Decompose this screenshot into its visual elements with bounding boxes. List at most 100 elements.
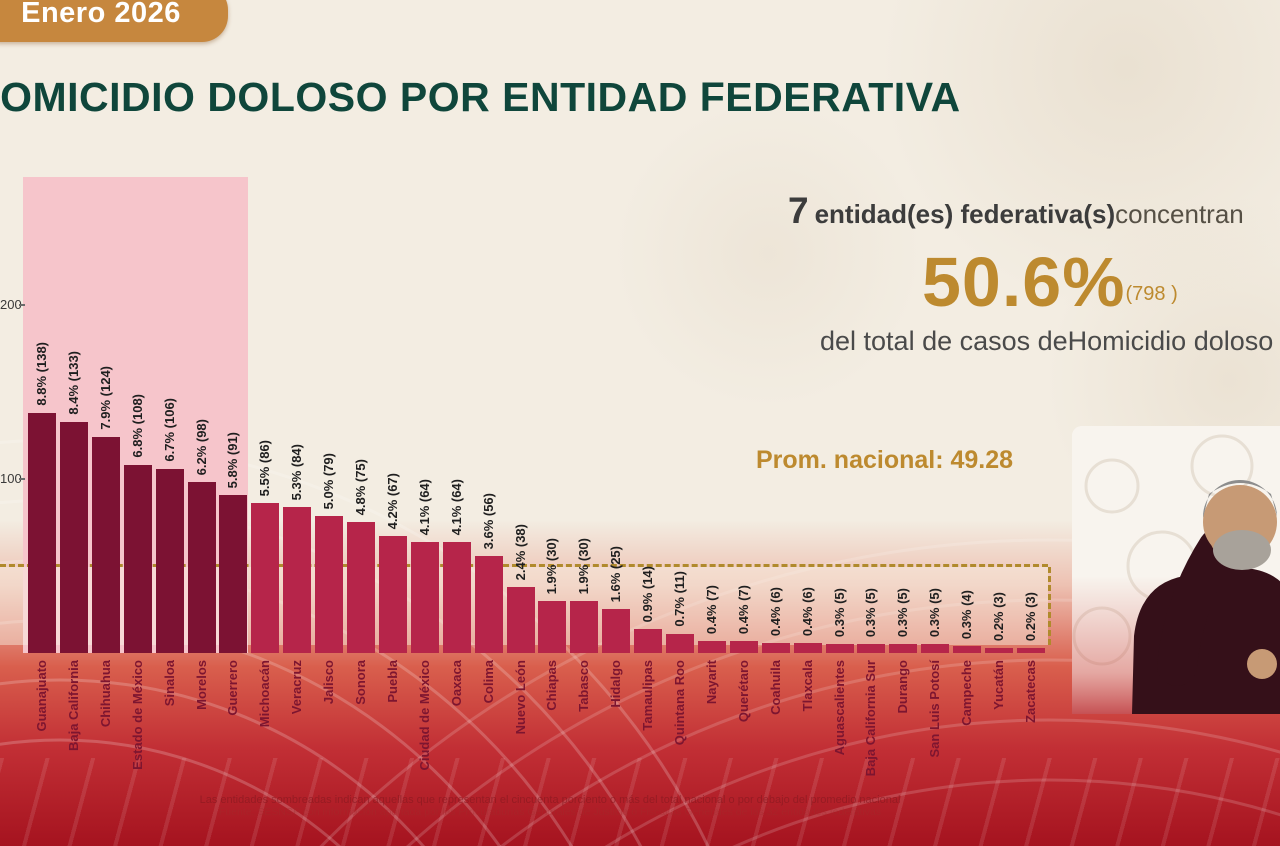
total-percentage: 50.6% <box>922 243 1126 321</box>
bar <box>379 536 407 653</box>
state-label: Sinaloa <box>162 660 177 707</box>
bar-value-label: 6.8% (108) <box>130 394 145 458</box>
bar-value-label: 5.8% (91) <box>225 431 240 488</box>
state-label: Sonora <box>353 660 368 705</box>
state-label: Morelos <box>194 660 209 710</box>
state-label: Quintana Roo <box>672 660 687 746</box>
y-axis-tick-mark <box>19 478 25 480</box>
state-label: Jalisco <box>321 660 336 705</box>
bar-value-label: 0.7% (11) <box>672 571 687 627</box>
state-label: Tabasco <box>576 660 591 712</box>
bar-value-label: 0.4% (7) <box>736 584 751 634</box>
bar <box>219 495 247 653</box>
bar-value-label: 6.2% (98) <box>194 418 209 475</box>
bar <box>443 542 471 653</box>
page-title: HOMICIDIO DOLOSO POR ENTIDAD FEDERATIVA <box>0 74 961 120</box>
state-label: Baja California Sur <box>863 660 878 777</box>
concentrate-text: concentran <box>1115 199 1244 229</box>
state-label: Tamaulipas <box>640 660 655 731</box>
bar-value-label: 7.9% (124) <box>98 366 113 430</box>
bar-value-label: 0.3% (5) <box>927 587 942 637</box>
bar-value-label: 6.7% (106) <box>162 398 177 462</box>
bar-value-label: 0.2% (3) <box>991 591 1006 641</box>
state-label: San Luis Potosí <box>927 660 942 758</box>
percentage-row: 50.6%(798 ) <box>922 242 1280 322</box>
bar <box>315 516 343 653</box>
bar <box>666 634 694 653</box>
bar-value-label: 1.9% (30) <box>576 537 591 594</box>
bar <box>28 413 56 653</box>
bar-value-label: 1.6% (25) <box>608 545 623 602</box>
state-label: Ciudad de México <box>417 660 432 771</box>
bar <box>921 644 949 653</box>
bar <box>985 648 1013 653</box>
bar-value-label: 1.9% (30) <box>544 537 559 594</box>
state-label: Durango <box>895 660 910 714</box>
bar <box>347 522 375 653</box>
bar-value-label: 8.8% (138) <box>34 342 49 406</box>
entities-text: entidad(es) federativa(s) <box>814 199 1116 229</box>
interpreter-figure <box>1072 426 1280 714</box>
state-label: Oaxaca <box>449 660 464 707</box>
y-axis-tick-label: 200 <box>0 297 22 312</box>
bar-value-label: 0.3% (5) <box>832 587 847 637</box>
bar <box>953 646 981 653</box>
bar <box>857 644 885 653</box>
bar-value-label: 3.6% (56) <box>481 492 496 549</box>
state-label: Aguascalientes <box>832 660 847 756</box>
state-label: Hidalgo <box>608 660 623 708</box>
state-label: Guanajuato <box>34 660 49 732</box>
bar-value-label: 0.3% (5) <box>863 587 878 637</box>
bar <box>826 644 854 653</box>
bar-value-label: 0.3% (4) <box>959 589 974 639</box>
state-label: Michoacán <box>257 660 272 728</box>
bar <box>538 601 566 653</box>
summary-line: 7 entidad(es) federativa(s)concentran <box>788 190 1280 232</box>
state-label: Colima <box>481 660 496 704</box>
bar-value-label: 0.4% (6) <box>800 586 815 636</box>
bar-value-label: 4.1% (64) <box>417 478 432 535</box>
bar <box>507 587 535 653</box>
entity-count: 7 <box>788 190 809 231</box>
state-label: Yucatán <box>991 660 1006 710</box>
national-average-label: Prom. nacional: 49.28 <box>756 446 1014 474</box>
state-label: Baja California <box>66 660 81 752</box>
state-label: Zacatecas <box>1023 660 1038 723</box>
state-label: Chiapas <box>544 660 559 711</box>
bar <box>698 641 726 653</box>
bar <box>188 482 216 653</box>
state-label: Querétaro <box>736 660 751 723</box>
bar <box>156 469 184 653</box>
state-label: Puebla <box>385 660 400 703</box>
summary-subtitle: del total de casos deHomicidio doloso <box>820 326 1274 356</box>
y-axis-tick-label: 100 <box>0 471 22 486</box>
bar <box>634 629 662 653</box>
bar <box>570 601 598 653</box>
bar <box>602 609 630 653</box>
bar-value-label: 0.4% (7) <box>704 584 719 634</box>
state-label: Estado de México <box>130 660 145 770</box>
summary-block: 7 entidad(es) federativa(s)concentran 50.… <box>788 190 1280 357</box>
bar <box>60 422 88 653</box>
bar-value-label: 5.0% (79) <box>321 452 336 509</box>
bar <box>1017 648 1045 653</box>
bar <box>730 641 758 653</box>
bar-value-label: 0.4% (6) <box>768 586 783 636</box>
bar-value-label: 4.2% (67) <box>385 472 400 529</box>
sign-language-interpreter-video <box>1072 426 1280 714</box>
state-label: Nuevo León <box>513 660 528 735</box>
bar <box>92 437 120 653</box>
bar-value-label: 4.8% (75) <box>353 458 368 515</box>
bar-value-label: 2.4% (38) <box>513 523 528 580</box>
bar <box>794 643 822 653</box>
bar-value-label: 0.9% (14) <box>640 565 655 622</box>
bar <box>762 643 790 653</box>
bar-value-label: 0.3% (5) <box>895 587 910 637</box>
bar <box>283 507 311 653</box>
footnote-shaded-entities: Las entidades sombreadas indican aquella… <box>199 794 901 806</box>
state-label: Guerrero <box>225 660 240 716</box>
bar <box>124 465 152 653</box>
state-label: Tlaxcala <box>800 660 815 712</box>
total-cases-count: (798 ) <box>1125 283 1178 305</box>
